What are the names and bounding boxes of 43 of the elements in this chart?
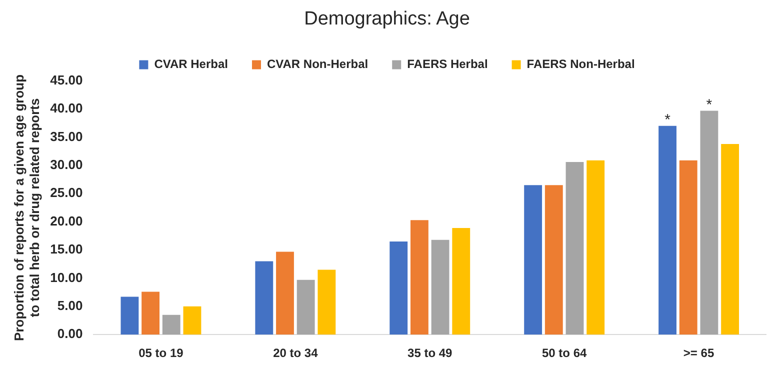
annotation: * (664, 112, 671, 129)
bar (120, 296, 139, 335)
x-tick-label: 50 to 64 (542, 346, 587, 360)
bar (390, 242, 408, 335)
bar (431, 240, 450, 335)
chart-title: Demographics: Age (304, 8, 470, 30)
x-tick-label: 05 to 19 (138, 346, 184, 360)
x-tick-label: 35 to 49 (408, 346, 453, 360)
bar (721, 144, 739, 335)
bar (544, 185, 563, 335)
x-tick-label: >= 65 (683, 346, 714, 360)
legend-label: CVAR Non-Herbal (266, 57, 368, 72)
legend-label: FAERS Non-Herbal (526, 57, 635, 72)
y-tick-label: 20.00 (50, 213, 83, 228)
y-tick-label: 5.00 (57, 298, 83, 313)
bar (142, 292, 160, 335)
y-tick-label: 15.00 (50, 242, 83, 257)
bar (524, 185, 542, 335)
bar (276, 252, 294, 335)
y-tick-label: 35.00 (50, 128, 83, 144)
y-tick-label: 25.00 (50, 185, 83, 200)
legend-label: FAERS Herbal (407, 57, 488, 72)
y-tick-label: 40.00 (50, 100, 83, 116)
bar (658, 126, 676, 335)
y-tick-label: 0.00 (57, 326, 83, 342)
y-tick-label: 10.00 (50, 270, 83, 285)
bar (586, 160, 605, 335)
bar (410, 220, 428, 335)
annotation: * (706, 96, 712, 114)
bar (700, 110, 718, 335)
legend-label: CVAR Herbal (154, 57, 228, 72)
bar (162, 314, 180, 335)
x-tick-label: 20 to 34 (273, 346, 318, 360)
bar (566, 162, 584, 335)
y-tick-label: 30.00 (50, 156, 83, 172)
bar (183, 306, 202, 335)
bar (452, 228, 470, 335)
bar (296, 280, 315, 335)
bar (679, 160, 698, 335)
bar (318, 270, 336, 335)
y-tick-label: 45.00 (50, 72, 83, 88)
bar (255, 261, 274, 335)
y-axis-title: Proportion of reports for a given age group to total herb or drug related reports (11, 74, 42, 341)
